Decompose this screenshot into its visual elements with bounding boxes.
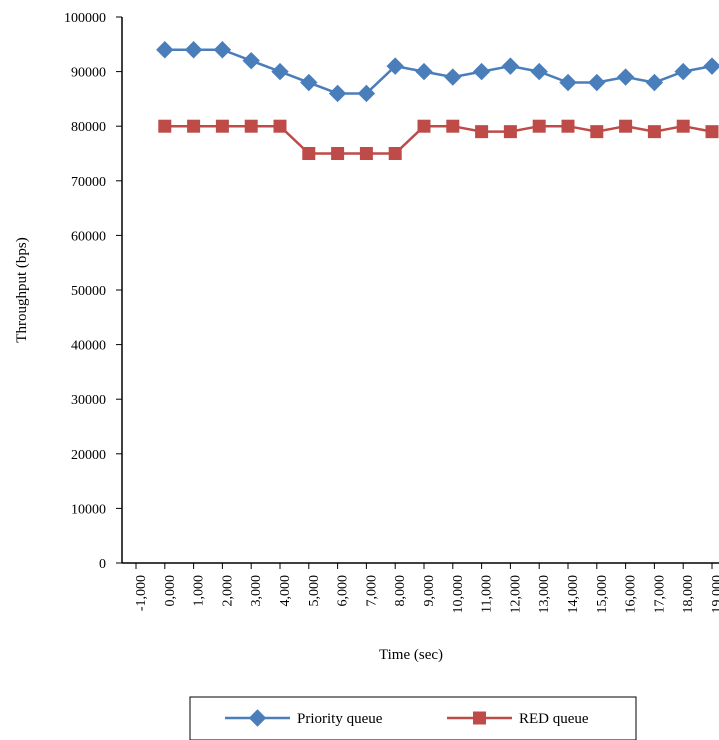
data-point	[561, 119, 575, 133]
x-tick-label: 6,000	[336, 575, 351, 607]
y-tick-label: 20000	[71, 448, 106, 463]
data-point	[647, 125, 661, 139]
legend-entry: Priority queue	[225, 709, 383, 727]
x-tick-label: 3,000	[249, 575, 264, 607]
data-point	[244, 119, 258, 133]
data-point	[156, 41, 174, 59]
y-tick-label: 40000	[71, 339, 106, 354]
data-point	[417, 119, 431, 133]
y-tick-label: 50000	[71, 284, 106, 299]
x-tick-label: 18,000	[681, 575, 696, 614]
data-point	[559, 73, 577, 92]
data-point	[703, 57, 719, 75]
data-point	[674, 62, 692, 81]
x-tick-label: 4,000	[278, 575, 293, 607]
x-axis-title: Time (sec)	[379, 647, 443, 663]
data-point	[415, 62, 433, 81]
legend: Priority queue RED queue	[189, 696, 637, 740]
series-1	[158, 119, 719, 160]
x-tick-label: 8,000	[393, 575, 408, 607]
data-point	[475, 125, 489, 139]
data-point	[645, 73, 664, 92]
data-point	[472, 62, 491, 81]
x-tick-label: -1,000	[134, 575, 149, 611]
data-point	[532, 119, 546, 133]
data-point	[588, 73, 606, 92]
data-point	[590, 125, 604, 139]
y-tick-label: 90000	[71, 66, 106, 81]
data-point	[215, 119, 229, 133]
data-point	[273, 119, 287, 133]
y-tick-label: 60000	[71, 229, 106, 244]
legend-marker	[473, 711, 486, 725]
x-axis: -1,000 0,000 1,000 2,000 3,000 4,000 5,000 6,00…	[122, 562, 719, 614]
x-tick-label: 19,000	[710, 575, 719, 614]
data-point	[328, 84, 347, 103]
legend-label: Priority queue	[297, 711, 383, 727]
data-point	[616, 68, 635, 86]
x-tick-label: 0,000	[163, 575, 178, 607]
y-tick-label: 100000	[64, 11, 106, 26]
data-point	[530, 62, 548, 81]
data-point	[619, 119, 633, 133]
data-point	[302, 147, 316, 160]
y-axis: 0 10000 20000 30000 40000 50000 60000 70000 8000…	[64, 11, 123, 572]
data-point	[331, 147, 345, 160]
legend-entry: RED queue	[447, 711, 589, 727]
x-tick-label: 12,000	[508, 575, 523, 614]
data-point	[705, 125, 719, 139]
y-tick-label: 0	[99, 557, 106, 572]
x-tick-label: 10,000	[451, 575, 466, 614]
x-tick-label: 1,000	[192, 575, 207, 607]
data-point	[271, 62, 289, 81]
y-tick-label: 30000	[71, 393, 106, 408]
data-point	[158, 119, 172, 133]
data-point	[187, 119, 201, 133]
data-point	[213, 41, 232, 59]
data-point	[357, 84, 376, 103]
series-plot-area	[156, 41, 719, 160]
x-tick-label: 15,000	[595, 575, 610, 614]
legend-marker	[248, 709, 267, 727]
data-point	[503, 125, 517, 139]
data-point	[242, 51, 260, 70]
data-point	[446, 119, 460, 133]
y-tick-label: 10000	[71, 502, 106, 517]
data-point	[388, 147, 402, 160]
y-axis-title: Throughput (bps)	[14, 237, 30, 342]
x-tick-label: 11,000	[480, 575, 495, 613]
y-tick-label: 70000	[71, 175, 106, 190]
series-0	[156, 41, 719, 103]
data-point	[501, 57, 520, 75]
data-point	[184, 41, 203, 59]
data-point	[676, 119, 690, 133]
x-tick-label: 14,000	[566, 575, 581, 614]
data-point	[386, 57, 404, 75]
data-point	[359, 147, 373, 160]
x-tick-label: 13,000	[537, 575, 552, 614]
data-point	[444, 68, 462, 86]
x-tick-label: 17,000	[652, 575, 667, 614]
x-tick-label: 2,000	[220, 575, 235, 607]
x-tick-label: 16,000	[624, 575, 639, 614]
y-tick-label: 80000	[71, 120, 106, 135]
x-tick-label: 7,000	[364, 575, 379, 607]
x-tick-label: 9,000	[422, 575, 437, 607]
x-tick-label: 5,000	[307, 575, 322, 607]
legend-label: RED queue	[519, 711, 589, 727]
data-point	[300, 73, 318, 92]
